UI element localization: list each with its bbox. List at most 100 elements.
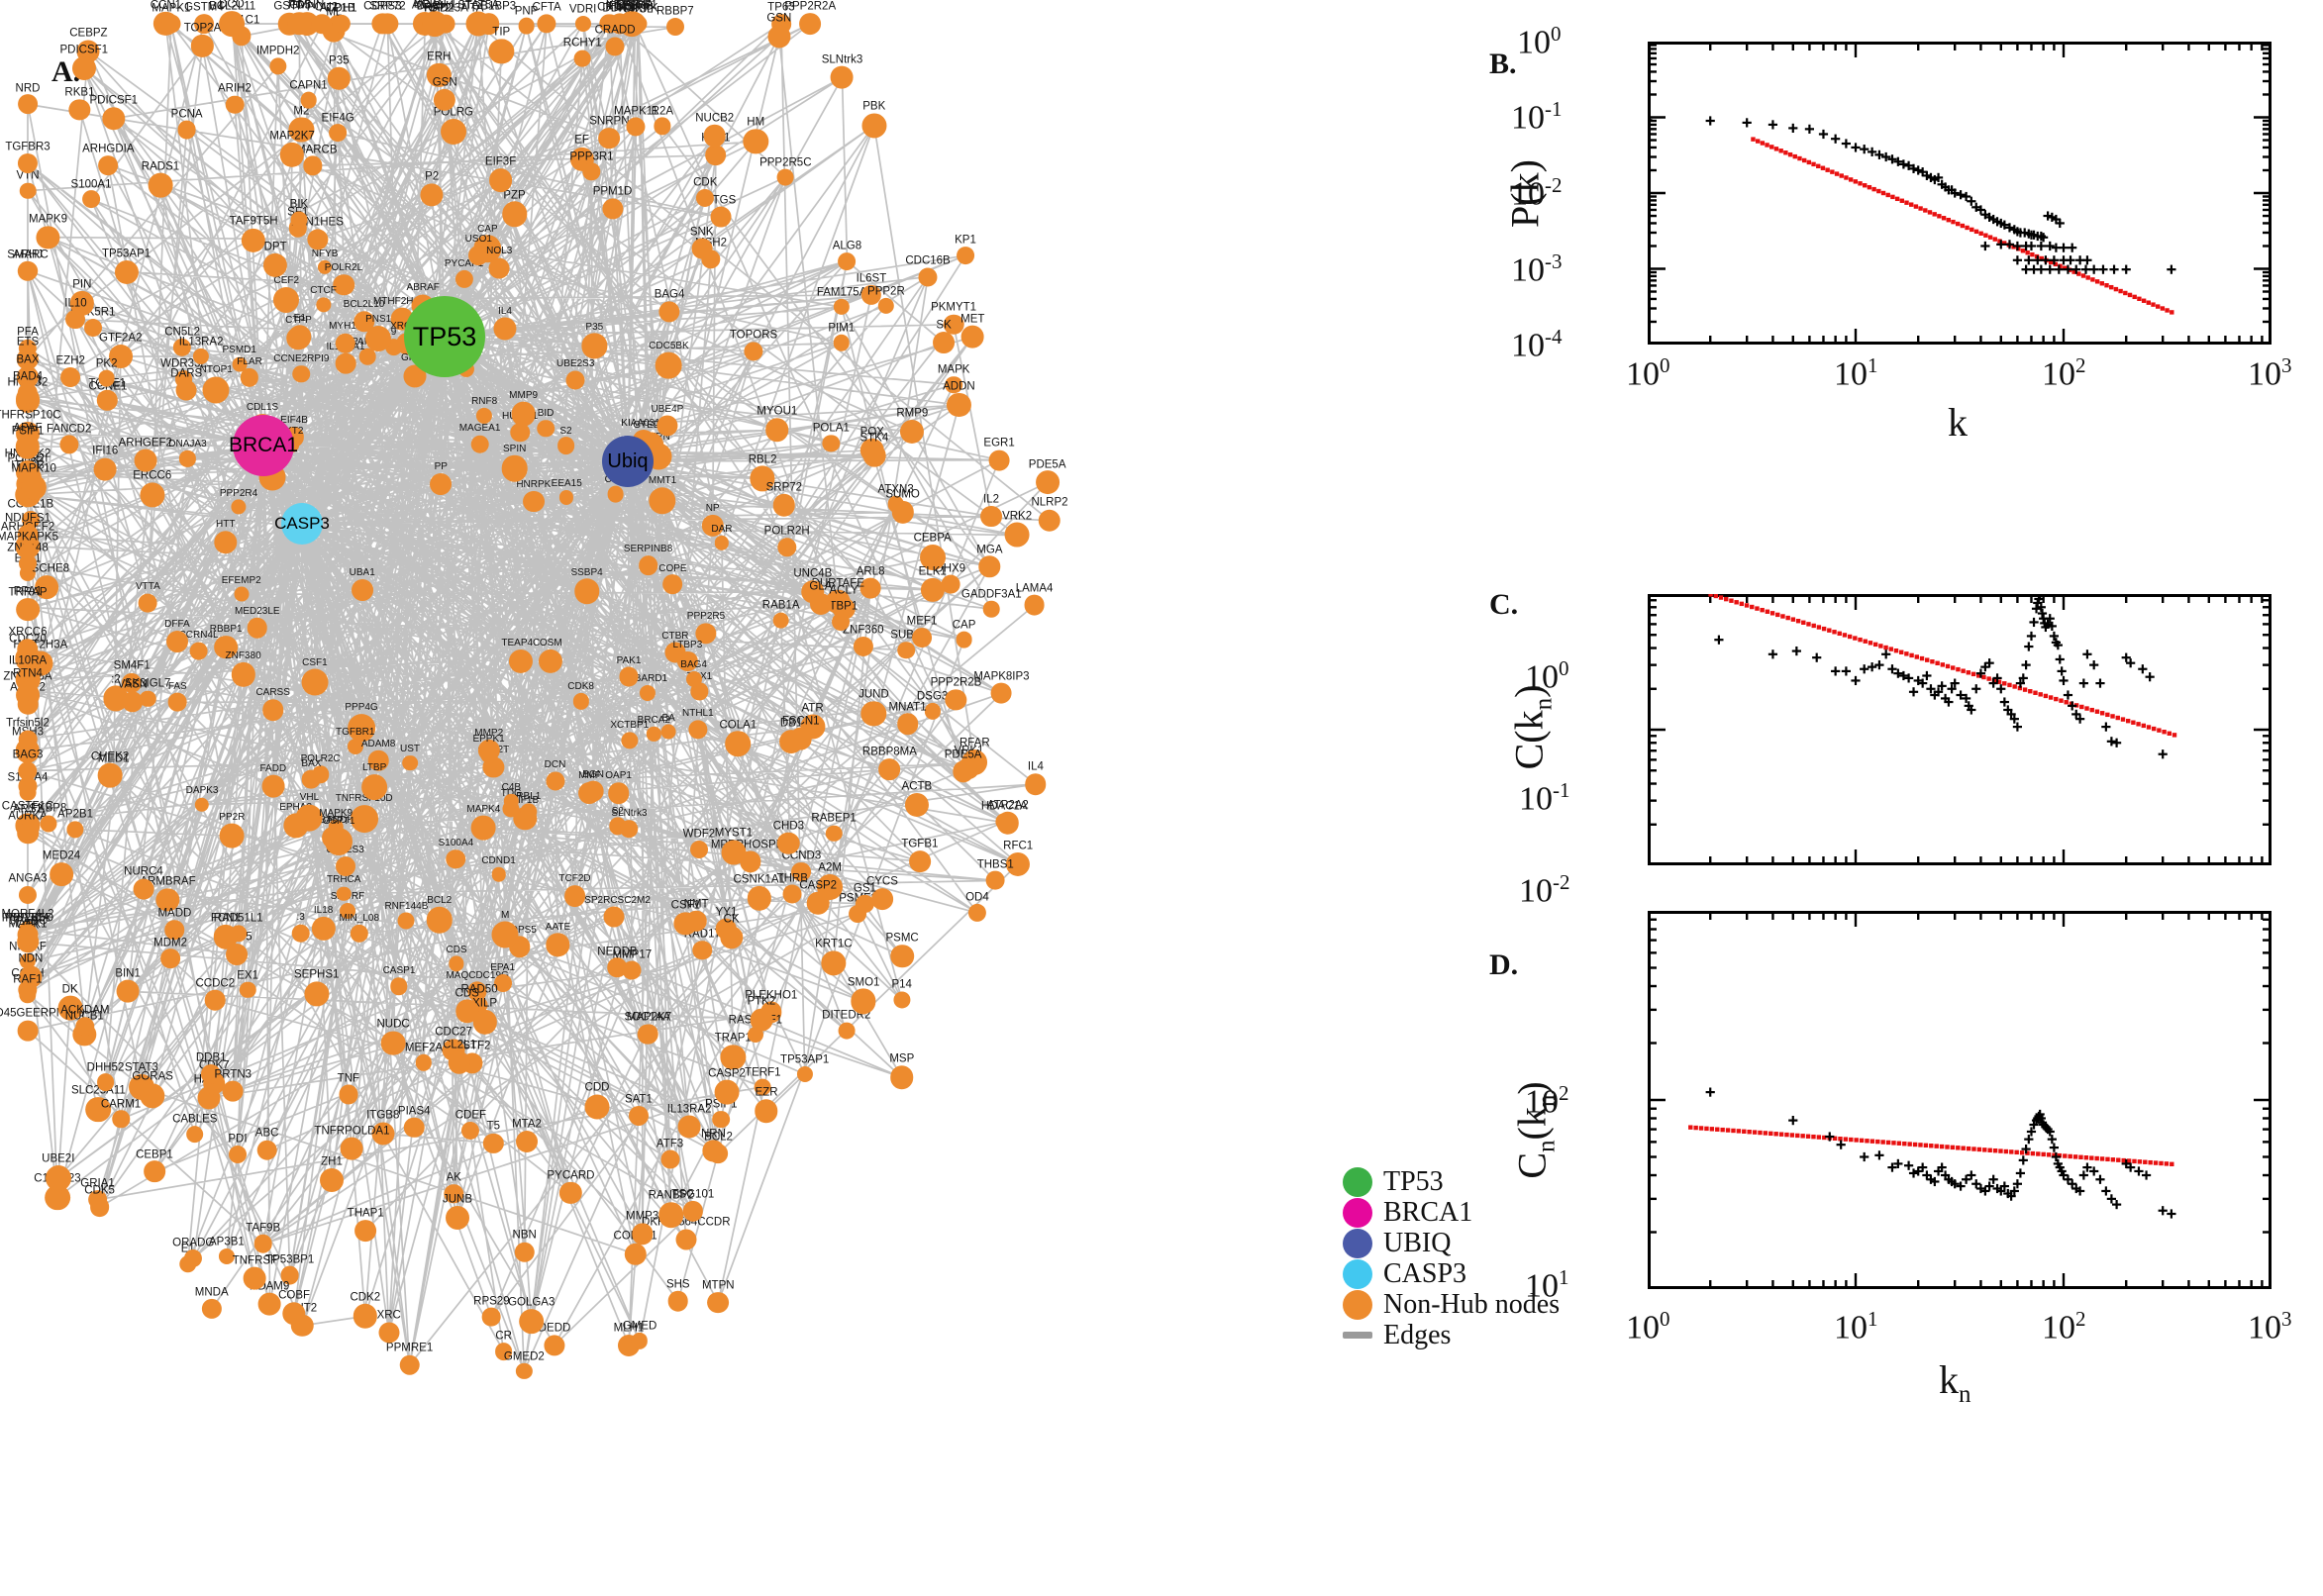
network-node[interactable]	[605, 37, 625, 56]
network-node[interactable]	[470, 435, 489, 454]
network-node[interactable]	[620, 820, 639, 838]
network-node[interactable]	[510, 422, 530, 443]
network-node[interactable]	[719, 925, 744, 949]
network-node[interactable]	[59, 435, 79, 454]
network-node[interactable]	[225, 95, 245, 114]
network-node[interactable]	[511, 401, 536, 427]
network-node[interactable]	[112, 1110, 130, 1129]
network-node[interactable]	[904, 792, 929, 817]
network-node[interactable]	[341, 1137, 363, 1160]
network-node[interactable]	[253, 1235, 273, 1253]
network-node[interactable]	[83, 318, 102, 337]
network-node[interactable]	[19, 182, 37, 199]
network-node[interactable]	[179, 450, 196, 467]
network-node[interactable]	[89, 1197, 110, 1218]
network-node[interactable]	[446, 848, 466, 869]
network-node[interactable]	[522, 490, 545, 513]
network-node[interactable]	[599, 14, 619, 34]
network-node[interactable]	[799, 13, 822, 35]
network-node[interactable]	[139, 690, 156, 707]
network-node[interactable]	[479, 745, 498, 763]
network-node[interactable]	[622, 960, 642, 980]
network-node[interactable]	[708, 1144, 729, 1164]
network-node[interactable]	[695, 622, 717, 645]
network-node[interactable]	[508, 649, 533, 674]
network-node[interactable]	[956, 631, 972, 648]
network-node[interactable]	[782, 884, 802, 904]
network-node[interactable]	[430, 472, 453, 495]
network-node[interactable]	[665, 18, 684, 37]
network-node[interactable]	[574, 15, 591, 33]
network-node[interactable]	[380, 1031, 406, 1056]
network-node[interactable]	[621, 732, 639, 749]
network-node[interactable]	[97, 763, 123, 788]
network-node[interactable]	[957, 247, 974, 265]
network-node[interactable]	[1035, 470, 1060, 495]
network-node[interactable]	[85, 1096, 112, 1123]
network-node[interactable]	[328, 66, 351, 90]
network-node[interactable]	[325, 828, 353, 856]
network-node[interactable]	[896, 713, 919, 736]
network-node[interactable]	[371, 1122, 395, 1146]
network-node[interactable]	[825, 825, 843, 842]
network-node[interactable]	[619, 666, 639, 686]
network-node[interactable]	[140, 482, 165, 508]
network-node[interactable]	[657, 1202, 684, 1228]
network-node[interactable]	[750, 465, 775, 492]
network-node[interactable]	[960, 326, 984, 349]
network-node[interactable]	[302, 769, 321, 789]
network-node[interactable]	[351, 579, 373, 602]
network-node[interactable]	[559, 490, 574, 505]
network-node[interactable]	[791, 861, 812, 882]
network-node[interactable]	[582, 162, 601, 180]
network-node[interactable]	[908, 849, 931, 872]
network-node[interactable]	[185, 1126, 204, 1144]
network-node[interactable]	[354, 1220, 377, 1242]
network-node[interactable]	[140, 1083, 165, 1109]
network-node[interactable]	[231, 662, 255, 687]
network-node[interactable]	[581, 333, 607, 358]
network-node[interactable]	[201, 1298, 222, 1320]
network-node[interactable]	[57, 996, 83, 1021]
network-node[interactable]	[754, 1078, 771, 1096]
network-node[interactable]	[164, 920, 185, 940]
network-node[interactable]	[307, 228, 329, 250]
network-node[interactable]	[134, 449, 157, 472]
network-node[interactable]	[173, 338, 192, 357]
network-node[interactable]	[878, 758, 901, 780]
network-node[interactable]	[488, 168, 513, 193]
network-node[interactable]	[347, 739, 363, 755]
network-node[interactable]	[996, 812, 1020, 835]
network-node[interactable]	[114, 259, 139, 284]
network-node[interactable]	[221, 12, 245, 36]
network-node[interactable]	[980, 505, 1002, 528]
network-node[interactable]	[518, 1308, 545, 1335]
network-node[interactable]	[263, 253, 288, 278]
network-node[interactable]	[491, 867, 506, 882]
network-node[interactable]	[376, 13, 399, 35]
network-node[interactable]	[36, 225, 60, 249]
network-node[interactable]	[1024, 594, 1046, 616]
network-node[interactable]	[860, 700, 887, 727]
network-node[interactable]	[66, 821, 84, 839]
network-node[interactable]	[202, 376, 230, 404]
network-node[interactable]	[280, 1265, 300, 1285]
network-node[interactable]	[68, 98, 91, 121]
network-node[interactable]	[296, 804, 323, 832]
network-node[interactable]	[856, 894, 874, 913]
network-node[interactable]	[403, 1117, 425, 1139]
network-node[interactable]	[656, 351, 682, 379]
network-node[interactable]	[518, 17, 535, 35]
network-node[interactable]	[501, 454, 528, 482]
network-node[interactable]	[290, 211, 308, 229]
network-node[interactable]	[603, 906, 625, 928]
network-node[interactable]	[494, 1343, 513, 1360]
network-node[interactable]	[607, 486, 624, 503]
network-node[interactable]	[1025, 773, 1047, 795]
network-node[interactable]	[455, 999, 479, 1023]
network-node[interactable]	[1006, 851, 1031, 876]
network-node[interactable]	[45, 1165, 71, 1192]
network-node[interactable]	[520, 803, 538, 821]
network-node[interactable]	[851, 988, 876, 1015]
network-node[interactable]	[232, 356, 248, 372]
